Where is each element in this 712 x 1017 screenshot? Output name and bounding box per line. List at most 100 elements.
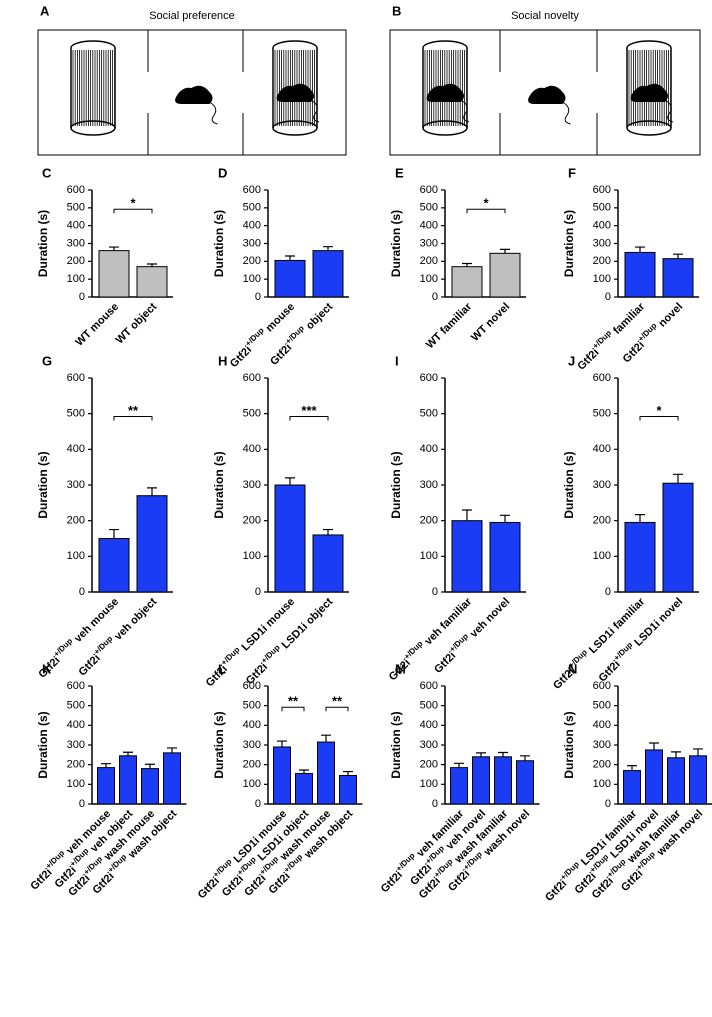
category-label: WT object bbox=[114, 300, 160, 346]
y-tick-label: 0 bbox=[605, 798, 611, 810]
y-axis-label: Duration (s) bbox=[389, 210, 403, 277]
y-tick-label: 600 bbox=[243, 680, 261, 692]
y-tick-label: 0 bbox=[255, 586, 261, 598]
diagram-title: Social preference bbox=[149, 10, 235, 22]
panel-label: G bbox=[42, 353, 52, 368]
category-label: Gtf2i+/Dup object bbox=[266, 298, 335, 367]
error-bar bbox=[101, 763, 111, 768]
error-bar bbox=[462, 509, 472, 521]
error-bar bbox=[462, 262, 472, 267]
y-tick-label: 300 bbox=[420, 237, 438, 249]
y-tick-label: 600 bbox=[420, 372, 438, 384]
y-tick-label: 400 bbox=[243, 220, 261, 232]
panel-label: M bbox=[395, 661, 406, 676]
bar bbox=[136, 266, 168, 298]
y-tick-label: 0 bbox=[432, 798, 438, 810]
y-tick-label: 100 bbox=[420, 778, 438, 790]
y-tick-label: 300 bbox=[593, 479, 611, 491]
category-part: WT object bbox=[114, 300, 160, 346]
y-tick-label: 600 bbox=[593, 184, 611, 196]
y-tick-label: 500 bbox=[593, 202, 611, 214]
y-tick-label: 600 bbox=[67, 680, 85, 692]
error-bar bbox=[323, 528, 333, 535]
y-tick-label: 600 bbox=[593, 372, 611, 384]
cage-bottom bbox=[626, 120, 672, 136]
bar bbox=[662, 482, 694, 593]
error-bar bbox=[635, 246, 645, 253]
panel-label: D bbox=[218, 165, 227, 180]
y-tick-label: 500 bbox=[420, 202, 438, 214]
chart: D Duration (s) 0 100 200 300 400 500 600 Gtf2i+/D… bbox=[212, 165, 349, 370]
bar bbox=[339, 774, 357, 805]
error-bar bbox=[321, 734, 331, 743]
category-part: WT mouse bbox=[73, 301, 121, 349]
significance-bracket bbox=[466, 208, 506, 214]
bar bbox=[273, 746, 291, 805]
category-part: object bbox=[302, 300, 336, 334]
y-tick-label: 0 bbox=[255, 798, 261, 810]
significance-label: *** bbox=[301, 403, 317, 418]
category-label: Gtf2i+/Dup mouse bbox=[226, 299, 297, 370]
y-tick-label: 600 bbox=[67, 184, 85, 196]
bar bbox=[274, 484, 306, 593]
mouse-tail bbox=[310, 99, 320, 123]
y-tick-label: 300 bbox=[593, 739, 611, 751]
error-bar bbox=[673, 253, 683, 259]
y-tick-label: 400 bbox=[593, 719, 611, 731]
y-tick-label: 300 bbox=[243, 237, 261, 249]
y-tick-label: 500 bbox=[243, 700, 261, 712]
bar bbox=[489, 252, 521, 298]
category-label: WT mouse bbox=[73, 301, 121, 349]
chart: L Duration (s) 0 100 200 300 400 500 600 Gtf2i+/D… bbox=[196, 661, 363, 901]
y-tick-label: 500 bbox=[67, 408, 85, 420]
bar bbox=[119, 755, 137, 805]
y-tick-label: 500 bbox=[243, 202, 261, 214]
bar bbox=[451, 266, 483, 298]
panel-label: A bbox=[40, 3, 50, 18]
y-tick-label: 200 bbox=[420, 759, 438, 771]
significance-label: ** bbox=[332, 694, 343, 709]
category-label: Gtf2i+/Dup wash mouse bbox=[240, 806, 333, 899]
y-tick-label: 500 bbox=[420, 408, 438, 420]
y-tick-label: 400 bbox=[67, 220, 85, 232]
y-axis-label: Duration (s) bbox=[36, 210, 50, 277]
significance-label: * bbox=[656, 403, 662, 418]
significance-label: ** bbox=[288, 694, 299, 709]
mouse-tail bbox=[664, 99, 674, 123]
mouse-tail bbox=[209, 101, 218, 125]
y-axis-label: Duration (s) bbox=[36, 711, 50, 778]
significance-bracket bbox=[325, 706, 349, 712]
error-bar bbox=[123, 751, 133, 756]
chart: E Duration (s) 0 100 200 300 400 500 600 WT famil… bbox=[389, 165, 526, 351]
error-bar bbox=[476, 752, 486, 757]
bar bbox=[494, 756, 512, 805]
error-bar bbox=[285, 477, 295, 485]
mouse bbox=[175, 85, 213, 104]
chart: F Duration (s) 0 100 200 300 400 500 600 Gtf2i+/D… bbox=[562, 165, 699, 373]
significance-label: * bbox=[130, 196, 136, 211]
y-tick-label: 400 bbox=[593, 220, 611, 232]
bar bbox=[317, 741, 335, 805]
y-axis-label: Duration (s) bbox=[212, 451, 226, 518]
diagram-b: B Social novelty bbox=[389, 3, 701, 156]
bar bbox=[312, 250, 344, 298]
y-tick-label: 200 bbox=[593, 515, 611, 527]
y-tick-label: 0 bbox=[255, 291, 261, 303]
y-tick-label: 400 bbox=[67, 443, 85, 455]
error-bar bbox=[693, 748, 703, 756]
y-axis-label: Duration (s) bbox=[212, 210, 226, 277]
error-bar bbox=[500, 514, 510, 523]
y-axis-label: Duration (s) bbox=[389, 451, 403, 518]
y-tick-label: 100 bbox=[67, 273, 85, 285]
category-label: Gtf2i+/Dup novel bbox=[619, 299, 686, 366]
y-tick-label: 200 bbox=[67, 759, 85, 771]
y-tick-label: 400 bbox=[420, 719, 438, 731]
y-tick-label: 600 bbox=[67, 372, 85, 384]
error-bar bbox=[673, 473, 683, 484]
y-tick-label: 500 bbox=[243, 408, 261, 420]
significance-bracket bbox=[281, 706, 305, 712]
y-tick-label: 100 bbox=[593, 550, 611, 562]
